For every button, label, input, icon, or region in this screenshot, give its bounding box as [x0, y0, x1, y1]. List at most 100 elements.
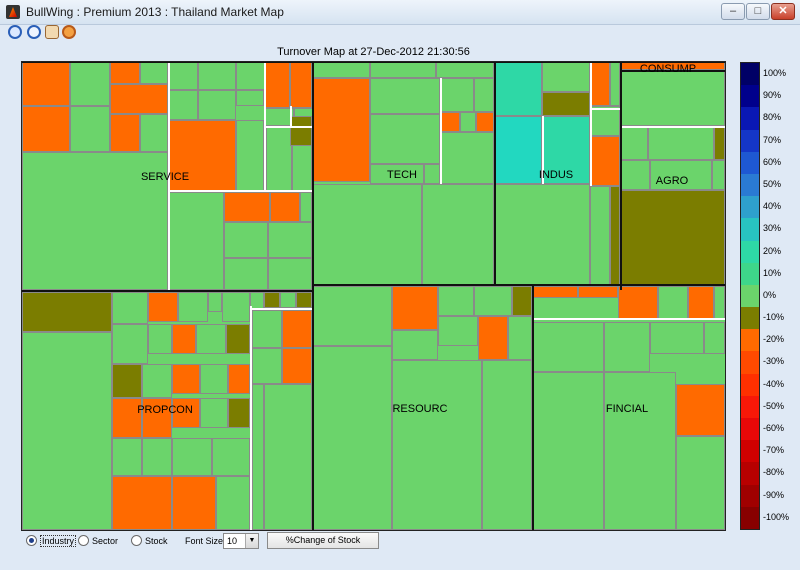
stock-tile[interactable] [676, 384, 725, 436]
zoom-in-icon[interactable] [8, 25, 22, 39]
stock-tile[interactable] [532, 322, 604, 372]
stock-tile[interactable] [112, 292, 148, 324]
stock-tile[interactable] [590, 136, 620, 186]
stock-tile[interactable] [168, 90, 198, 120]
stock-tile[interactable] [704, 322, 725, 354]
stock-tile[interactable] [620, 70, 725, 126]
stock-radio[interactable] [131, 535, 142, 546]
stock-tile[interactable] [438, 286, 474, 316]
stock-tile[interactable] [508, 316, 532, 360]
stock-tile[interactable] [178, 292, 208, 322]
stock-tile[interactable] [620, 190, 725, 290]
stock-tile[interactable] [168, 192, 224, 290]
data-cursor-icon[interactable] [62, 25, 76, 39]
stock-tile[interactable] [112, 438, 142, 476]
stock-tile[interactable] [224, 258, 268, 290]
stock-radio-label[interactable]: Stock [145, 536, 168, 546]
stock-tile[interactable] [312, 346, 392, 530]
sector-radio[interactable] [78, 535, 89, 546]
industry-radio-label[interactable]: Industry [40, 535, 77, 547]
stock-tile[interactable] [474, 286, 512, 316]
stock-tile[interactable] [618, 286, 658, 320]
stock-tile[interactable] [208, 292, 222, 312]
stock-tile[interactable] [532, 286, 578, 298]
stock-tile[interactable] [224, 192, 270, 222]
stock-tile[interactable] [688, 286, 714, 320]
stock-tile[interactable] [532, 372, 604, 530]
stock-tile[interactable] [542, 62, 590, 92]
stock-tile[interactable] [440, 78, 474, 112]
stock-tile[interactable] [168, 120, 236, 192]
stock-tile[interactable] [264, 62, 290, 108]
stock-tile[interactable] [266, 126, 292, 192]
stock-tile[interactable] [268, 222, 312, 258]
stock-tile[interactable] [422, 184, 494, 290]
stock-tile[interactable] [676, 436, 725, 530]
stock-tile[interactable] [140, 114, 168, 152]
stock-tile[interactable] [590, 62, 610, 106]
stock-tile[interactable] [112, 476, 172, 530]
stock-tile[interactable] [512, 286, 532, 316]
stock-tile[interactable] [392, 360, 482, 530]
stock-tile[interactable] [22, 332, 112, 530]
pan-hand-icon[interactable] [45, 25, 59, 39]
stock-tile[interactable] [200, 364, 228, 394]
stock-tile[interactable] [200, 398, 228, 428]
stock-tile[interactable] [142, 364, 172, 398]
stock-tile[interactable] [216, 476, 250, 530]
stock-tile[interactable] [172, 324, 196, 354]
stock-tile[interactable] [370, 164, 424, 184]
stock-tile[interactable] [712, 160, 725, 190]
stock-tile[interactable] [226, 324, 250, 354]
stock-tile[interactable] [494, 116, 542, 184]
stock-tile[interactable] [172, 476, 216, 530]
treemap[interactable] [21, 61, 726, 531]
stock-tile[interactable] [172, 398, 200, 428]
stock-tile[interactable] [440, 112, 460, 132]
stock-tile[interactable] [392, 330, 438, 360]
stock-tile[interactable] [312, 286, 392, 346]
stock-tile[interactable] [110, 114, 140, 152]
stock-tile[interactable] [224, 222, 268, 258]
stock-tile[interactable] [424, 164, 440, 184]
stock-tile[interactable] [148, 292, 178, 322]
stock-tile[interactable] [70, 62, 110, 106]
stock-tile[interactable] [264, 384, 312, 530]
close-button[interactable]: ✕ [771, 3, 795, 20]
stock-tile[interactable] [236, 120, 264, 192]
stock-tile[interactable] [252, 384, 264, 530]
maximize-button[interactable]: □ [746, 3, 770, 20]
stock-tile[interactable] [460, 112, 476, 132]
stock-tile[interactable] [714, 286, 725, 320]
stock-tile[interactable] [542, 92, 590, 116]
zoom-out-icon[interactable] [27, 25, 41, 39]
stock-tile[interactable] [604, 372, 676, 530]
stock-tile[interactable] [22, 292, 112, 332]
stock-tile[interactable] [610, 62, 620, 106]
stock-tile[interactable] [620, 126, 648, 160]
stock-tile[interactable] [212, 438, 250, 476]
stock-tile[interactable] [578, 286, 618, 298]
stock-tile[interactable] [22, 106, 70, 152]
stock-tile[interactable] [252, 310, 282, 348]
stock-tile[interactable] [252, 348, 282, 384]
stock-tile[interactable] [714, 126, 725, 160]
stock-tile[interactable] [474, 78, 494, 112]
industry-radio[interactable] [26, 535, 37, 546]
stock-tile[interactable] [236, 62, 266, 90]
stock-tile[interactable] [650, 160, 712, 190]
sector-radio-label[interactable]: Sector [92, 536, 119, 546]
stock-tile[interactable] [494, 184, 590, 290]
stock-tile[interactable] [290, 62, 312, 108]
stock-tile[interactable] [270, 192, 300, 222]
stock-tile[interactable] [168, 62, 198, 90]
stock-tile[interactable] [140, 62, 168, 84]
stock-tile[interactable] [268, 258, 312, 290]
stock-tile[interactable] [296, 292, 312, 308]
stock-tile[interactable] [198, 90, 236, 120]
stock-tile[interactable] [494, 62, 542, 116]
stock-tile[interactable] [312, 62, 370, 78]
stock-tile[interactable] [610, 186, 620, 290]
stock-tile[interactable] [112, 398, 142, 438]
stock-tile[interactable] [280, 292, 296, 308]
